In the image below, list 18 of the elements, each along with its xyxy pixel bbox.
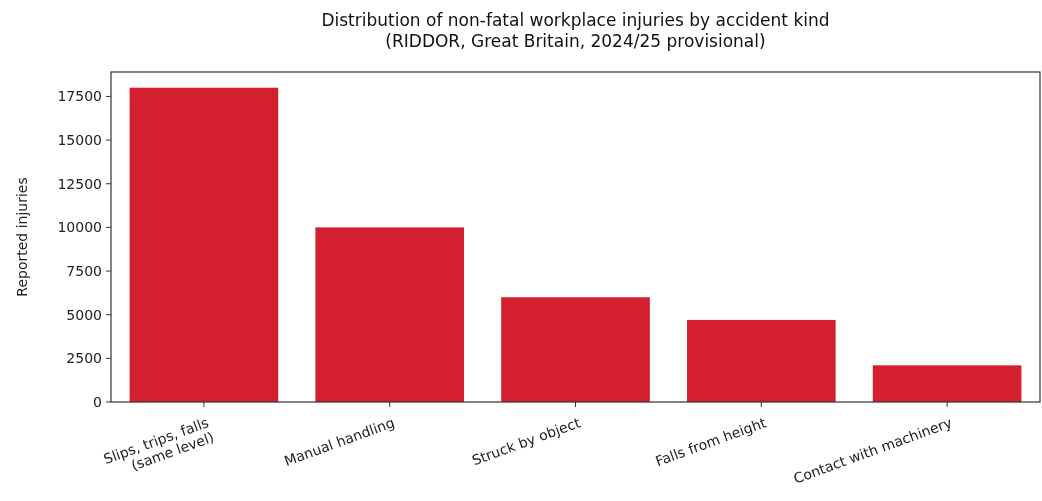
bar (501, 297, 650, 402)
y-tick-label: 0 (93, 393, 102, 410)
y-tick-label: 12500 (57, 175, 102, 192)
bar (872, 365, 1022, 402)
y-axis-title: Reported injuries (14, 177, 30, 297)
y-tick-label: 15000 (57, 132, 102, 148)
bar (129, 87, 279, 402)
y-tick-label: 2500 (66, 350, 102, 367)
bar (686, 319, 836, 402)
x-tick-label: Slips, trips, falls (same level) (101, 414, 217, 474)
x-tick-label: Falls from height (653, 414, 769, 470)
bar (315, 227, 465, 402)
y-tick-label: 17500 (57, 88, 102, 105)
y-tick-label: 5000 (66, 306, 102, 323)
y-tick-label: 10000 (57, 219, 102, 236)
x-tick-label: Struck by object (469, 414, 583, 469)
chart-title: Distribution of non-fatal workplace injuries by accident kind (RIDDOR, Great Britain, 2024/25 provisional) (321, 10, 830, 51)
y-tick-label: 7500 (66, 262, 102, 279)
